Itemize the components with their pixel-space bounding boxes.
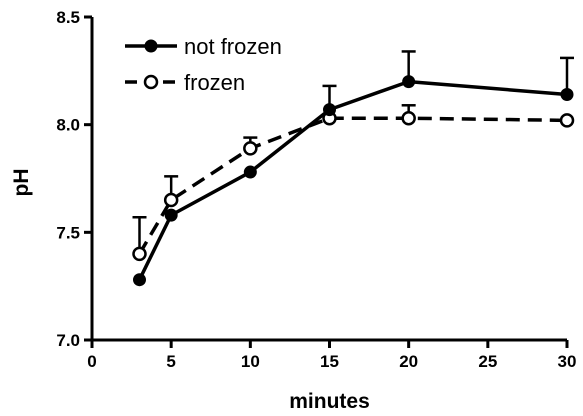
series-1-point-0: [132, 246, 147, 262]
legend-label-0: not frozen: [184, 34, 282, 59]
legend-marker-0: [144, 39, 158, 53]
axes: 7.0 7.5 8.0 8.5 0 5 10 15 20 25 30: [56, 8, 576, 371]
series-1-point-5: [559, 113, 575, 128]
x-tick-label-2: 10: [241, 352, 260, 371]
x-tick-label-0: 0: [87, 352, 96, 371]
x-axis-title: minutes: [289, 390, 370, 413]
series-0-point-1: [164, 208, 178, 222]
y-tick-label-0: 7.0: [56, 331, 80, 350]
series-1-point-2: [243, 141, 258, 156]
legend-marker-1: [143, 74, 159, 90]
series-0-line: [137, 79, 568, 281]
y-axis-title: pH: [10, 169, 33, 197]
legend-label-1: frozen: [184, 70, 245, 95]
series-1-point-1: [163, 192, 179, 208]
x-tick-label-6: 30: [558, 352, 577, 371]
x-tick-label-4: 20: [399, 352, 418, 371]
series-0-point-2: [243, 165, 257, 179]
x-tick-label-3: 15: [320, 352, 339, 371]
y-tick-label-3: 8.5: [56, 8, 80, 27]
x-tick-label-1: 5: [166, 352, 175, 371]
series-0-point-5: [560, 88, 574, 102]
y-tick-label-2: 8.0: [56, 116, 80, 135]
series-1-point-4: [401, 110, 416, 126]
series-0-point-3: [323, 103, 336, 117]
series-0-point-4: [402, 75, 416, 89]
series-1-line: [137, 116, 568, 255]
legend: not frozen frozen: [125, 34, 282, 95]
series-layer: [132, 50, 575, 287]
y-tick-label-1: 7.5: [56, 223, 80, 242]
x-tick-label-5: 25: [478, 352, 497, 371]
series-1: [132, 104, 575, 262]
series-0-point-0: [133, 273, 146, 287]
series-0: [133, 50, 574, 287]
